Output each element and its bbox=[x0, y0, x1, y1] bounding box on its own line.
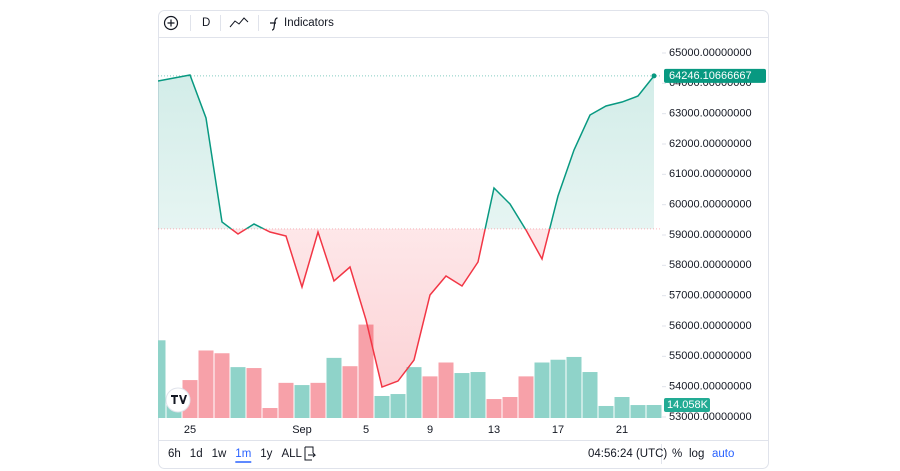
volume-bar bbox=[278, 382, 294, 418]
volume-bar bbox=[246, 368, 262, 418]
area-up bbox=[158, 74, 654, 229]
x-tick-label: 17 bbox=[552, 424, 564, 436]
y-tick-label: 63000.00000000 bbox=[669, 108, 752, 120]
y-tick-label: 57000.00000000 bbox=[669, 290, 752, 302]
volume-bar bbox=[310, 382, 326, 418]
area-down bbox=[231, 228, 550, 388]
volume-bar bbox=[374, 395, 390, 418]
goto-date-icon[interactable] bbox=[304, 446, 317, 461]
logo-badge[interactable] bbox=[165, 387, 191, 413]
range-button[interactable]: 6h bbox=[168, 448, 181, 460]
chart-type-icon[interactable] bbox=[229, 17, 249, 28]
volume-bar bbox=[550, 359, 566, 418]
volume-bar bbox=[198, 350, 214, 418]
volume-bar bbox=[422, 376, 438, 418]
volume-bar bbox=[534, 362, 550, 418]
last-point bbox=[651, 73, 657, 79]
bottom-bar: 04:56:24 (UTC) % log auto 6h 1d 1w 1m 1y ALL bbox=[168, 444, 734, 464]
volume-bar bbox=[438, 362, 454, 418]
volume-bar bbox=[566, 356, 582, 418]
price-badge-label: 64246.10666667 bbox=[669, 70, 752, 82]
volume-bar bbox=[342, 366, 358, 418]
volume-bar bbox=[406, 367, 422, 418]
y-tick-label: 58000.00000000 bbox=[669, 259, 752, 271]
volume-bar bbox=[326, 357, 342, 418]
volume-bar bbox=[454, 373, 470, 418]
plot-area bbox=[158, 73, 662, 418]
volume-bar bbox=[646, 404, 662, 418]
y-tick-label: 55000.00000000 bbox=[669, 350, 752, 362]
range-button[interactable]: 1m bbox=[235, 448, 251, 460]
y-tick-label: 65000.00000000 bbox=[669, 47, 752, 59]
range-button[interactable]: 1y bbox=[260, 448, 272, 460]
x-tick-label: 25 bbox=[184, 424, 196, 436]
range-button[interactable]: 1w bbox=[212, 448, 227, 460]
logo-mark bbox=[171, 395, 187, 404]
y-tick-label: 62000.00000000 bbox=[669, 138, 752, 150]
y-tick-label: 60000.00000000 bbox=[669, 199, 752, 211]
x-tick-label: 21 bbox=[616, 424, 628, 436]
price-badge bbox=[664, 68, 766, 83]
line-down bbox=[229, 228, 551, 389]
volume-bar bbox=[158, 340, 166, 418]
indicators-button[interactable]: Indicators bbox=[284, 17, 334, 29]
range-button[interactable]: ALL bbox=[281, 448, 302, 460]
auto-toggle[interactable]: auto bbox=[712, 448, 734, 460]
x-tick-label: 9 bbox=[427, 424, 433, 436]
range-button[interactable]: 1d bbox=[190, 448, 203, 460]
y-tick-label: 59000.00000000 bbox=[669, 229, 752, 241]
x-tick-label: Sep bbox=[292, 424, 312, 436]
y-tick-label: 56000.00000000 bbox=[669, 320, 752, 332]
percent-toggle[interactable]: % bbox=[672, 448, 682, 460]
volume-bar bbox=[390, 394, 406, 418]
volume-bar bbox=[598, 405, 614, 418]
y-tick-label: 54000.00000000 bbox=[669, 381, 752, 393]
add-symbol-icon[interactable] bbox=[163, 15, 179, 31]
clock: 04:56:24 (UTC) bbox=[588, 448, 667, 460]
toolbar: D Indicators bbox=[163, 15, 334, 31]
interval[interactable]: D bbox=[202, 17, 210, 29]
volume-bar bbox=[630, 405, 646, 418]
volume-bar bbox=[358, 324, 374, 418]
plot: 65000.0000000064000.0000000063000.000000… bbox=[158, 47, 766, 436]
logo bbox=[165, 387, 191, 413]
volume-bar bbox=[230, 367, 246, 418]
volume-badge-label: 14.058K bbox=[667, 399, 709, 411]
indicators-icon[interactable] bbox=[270, 17, 278, 31]
y-tick-label: 53000.00000000 bbox=[669, 411, 752, 423]
log-toggle[interactable]: log bbox=[689, 448, 704, 460]
volume-bar bbox=[614, 397, 630, 418]
volume-badge bbox=[664, 397, 710, 412]
volume-bar bbox=[518, 376, 534, 418]
x-tick-label: 13 bbox=[488, 424, 500, 436]
volume-bar bbox=[470, 372, 486, 418]
volume-bar bbox=[502, 397, 518, 418]
volume-bar bbox=[582, 372, 598, 418]
y-tick-label: 61000.00000000 bbox=[669, 168, 752, 180]
volume-bar bbox=[262, 408, 278, 418]
volume-bar bbox=[294, 385, 310, 418]
volume-bar bbox=[214, 353, 230, 418]
volume-bar bbox=[486, 399, 502, 418]
line-up bbox=[158, 74, 655, 229]
x-tick-label: 5 bbox=[363, 424, 369, 436]
add-symbol-plus bbox=[167, 19, 175, 27]
